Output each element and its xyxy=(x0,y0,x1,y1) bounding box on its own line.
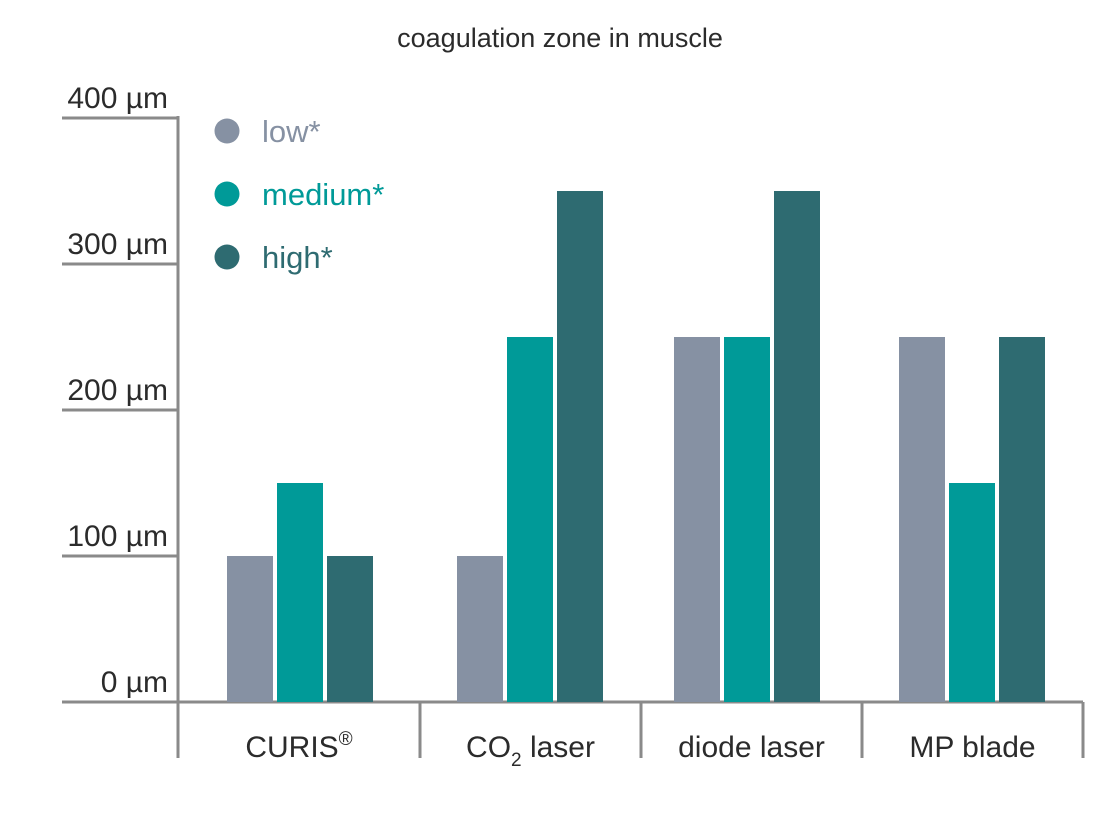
legend-label: medium* xyxy=(262,177,384,212)
bar-low-3 xyxy=(899,337,945,702)
bar-high-0 xyxy=(327,556,373,702)
category-labels: CURIS® CO2 laser diode laser MP blade xyxy=(245,729,1035,771)
bar-high-1 xyxy=(557,191,603,702)
category-label: CO2 laser xyxy=(466,731,595,771)
bar-high-2 xyxy=(774,191,820,702)
legend-marker-medium xyxy=(214,181,240,207)
y-tick-label: 100 µm xyxy=(67,520,168,553)
bar-medium-0 xyxy=(277,483,323,702)
bars xyxy=(227,191,1045,702)
legend-label: high* xyxy=(262,240,333,275)
bar-low-2 xyxy=(674,337,720,702)
y-tick-label: 200 µm xyxy=(67,374,168,407)
y-tick-label: 0 µm xyxy=(101,666,168,699)
legend: low* medium* high* xyxy=(214,114,384,275)
y-tick-label: 300 µm xyxy=(67,228,168,261)
bar-low-0 xyxy=(227,556,273,702)
bar-high-3 xyxy=(999,337,1045,702)
category-label: diode laser xyxy=(678,731,825,764)
legend-marker-high xyxy=(214,244,240,270)
bar-medium-2 xyxy=(724,337,770,702)
chart-title: coagulation zone in muscle xyxy=(397,23,723,53)
legend-marker-low xyxy=(214,118,240,144)
bar-low-1 xyxy=(457,556,503,702)
category-label: MP blade xyxy=(909,731,1035,764)
bar-medium-1 xyxy=(507,337,553,702)
bar-medium-3 xyxy=(949,483,995,702)
category-label: CURIS® xyxy=(245,729,352,764)
legend-label: low* xyxy=(262,114,321,149)
y-tick-label: 400 µm xyxy=(67,82,168,115)
